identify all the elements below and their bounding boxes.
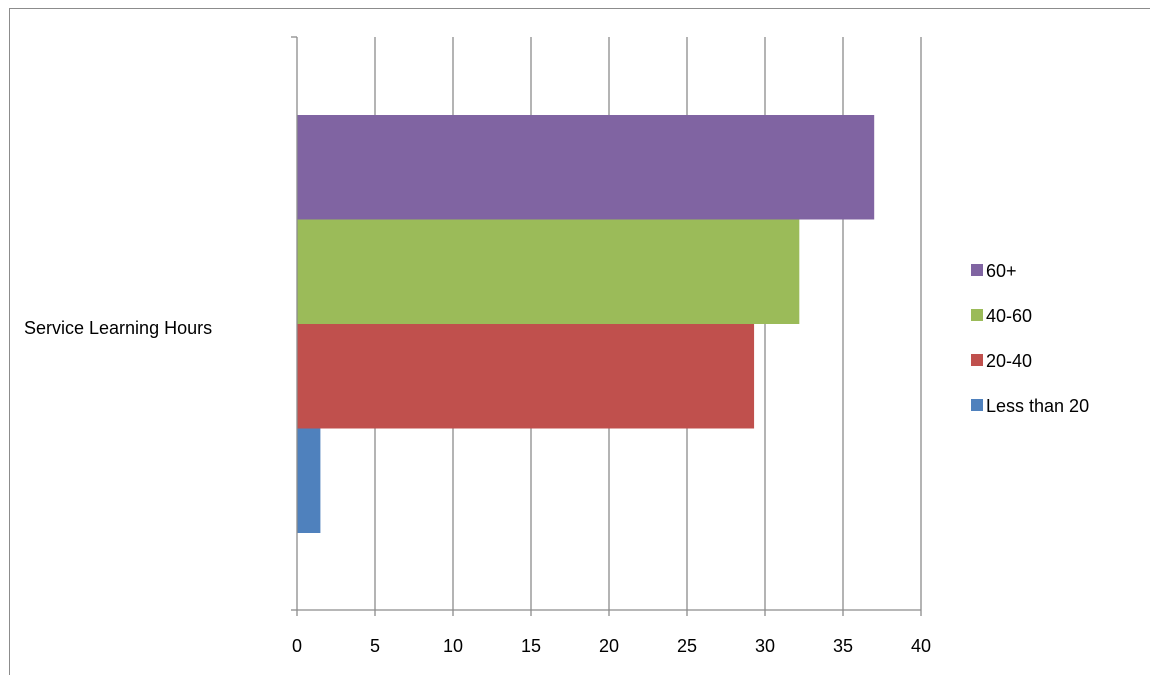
x-tick-label-5: 5 [370, 636, 380, 656]
x-tick-label-30: 30 [755, 636, 775, 656]
legend-swatch-20-40 [971, 354, 983, 366]
legend-label-20-40: 20-40 [986, 351, 1032, 371]
x-tick-label-20: 20 [599, 636, 619, 656]
bar-40-60 [297, 219, 800, 324]
legend-swatch-less-than-20 [971, 399, 983, 411]
x-tick-label-0: 0 [292, 636, 302, 656]
bar-less-than-20 [297, 428, 321, 533]
bar-60- [297, 115, 875, 220]
legend-label-40-60: 40-60 [986, 306, 1032, 326]
bar-20-40 [297, 324, 755, 429]
legend-label-60-: 60+ [986, 261, 1017, 281]
legend-swatch-40-60 [971, 309, 983, 321]
category-label: Service Learning Hours [24, 318, 212, 338]
bars [297, 115, 875, 533]
legend: 60+ 40-60 20-40 Less than 20 [971, 261, 1089, 416]
x-tick-label-15: 15 [521, 636, 541, 656]
x-tick-label-40: 40 [911, 636, 931, 656]
legend-swatch-60- [971, 264, 983, 276]
legend-label-less-than-20: Less than 20 [986, 396, 1089, 416]
x-tick-label-35: 35 [833, 636, 853, 656]
x-tick-labels: 0 5 10 15 20 25 30 35 40 [291, 36, 931, 656]
x-tick-label-10: 10 [443, 636, 463, 656]
x-tick-label-25: 25 [677, 636, 697, 656]
